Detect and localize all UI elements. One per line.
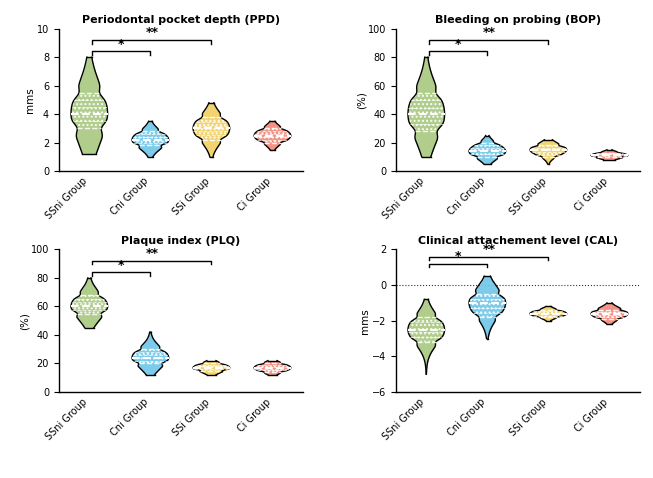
Text: **: **	[483, 26, 496, 39]
Text: **: **	[146, 247, 159, 260]
Title: Bleeding on probing (BOP): Bleeding on probing (BOP)	[435, 15, 601, 25]
Y-axis label: (%): (%)	[20, 312, 29, 330]
Y-axis label: mms: mms	[360, 308, 370, 334]
Y-axis label: (%): (%)	[357, 91, 366, 109]
Y-axis label: mms: mms	[25, 87, 35, 113]
Text: **: **	[146, 26, 159, 39]
Text: *: *	[118, 259, 125, 272]
Title: Plaque index (PLQ): Plaque index (PLQ)	[121, 236, 240, 246]
Title: Periodontal pocket depth (PPD): Periodontal pocket depth (PPD)	[82, 15, 280, 25]
Text: **: **	[483, 243, 496, 256]
Text: *: *	[118, 38, 125, 51]
Text: *: *	[455, 38, 462, 51]
Title: Clinical attachement level (CAL): Clinical attachement level (CAL)	[418, 236, 618, 246]
Text: *: *	[455, 250, 462, 263]
